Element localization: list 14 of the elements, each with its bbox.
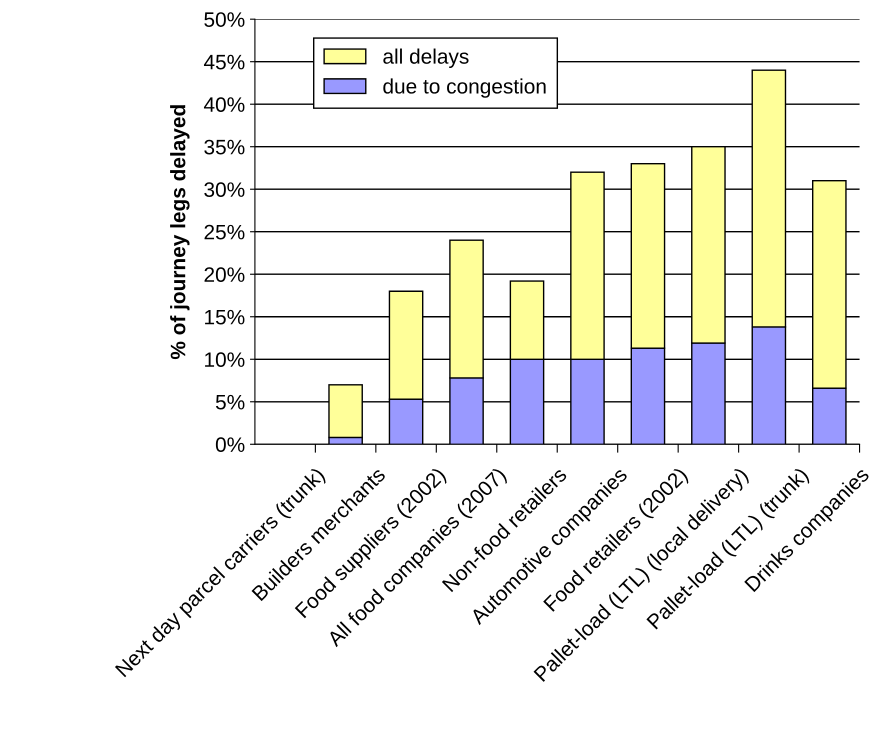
y-tick-label: 35% bbox=[204, 140, 244, 154]
y-tick-label: 30% bbox=[204, 182, 244, 197]
y-tick-label: 25% bbox=[204, 224, 244, 240]
y-tick-label: 0% bbox=[216, 437, 244, 452]
y-tick-label: 20% bbox=[204, 267, 244, 282]
y-tick-label: 5% bbox=[216, 394, 244, 410]
y-axis-title: % of journey legs delayed bbox=[170, 105, 190, 360]
y-tick-label: 40% bbox=[204, 97, 244, 112]
legend-label: all delays bbox=[383, 48, 469, 68]
y-tick-label: 15% bbox=[205, 310, 244, 325]
y-tick-label: 50% bbox=[204, 12, 244, 27]
legend-label: due to congestion bbox=[383, 78, 546, 98]
y-tick-label: 45% bbox=[204, 54, 244, 70]
y-tick-label: 10% bbox=[205, 352, 244, 368]
